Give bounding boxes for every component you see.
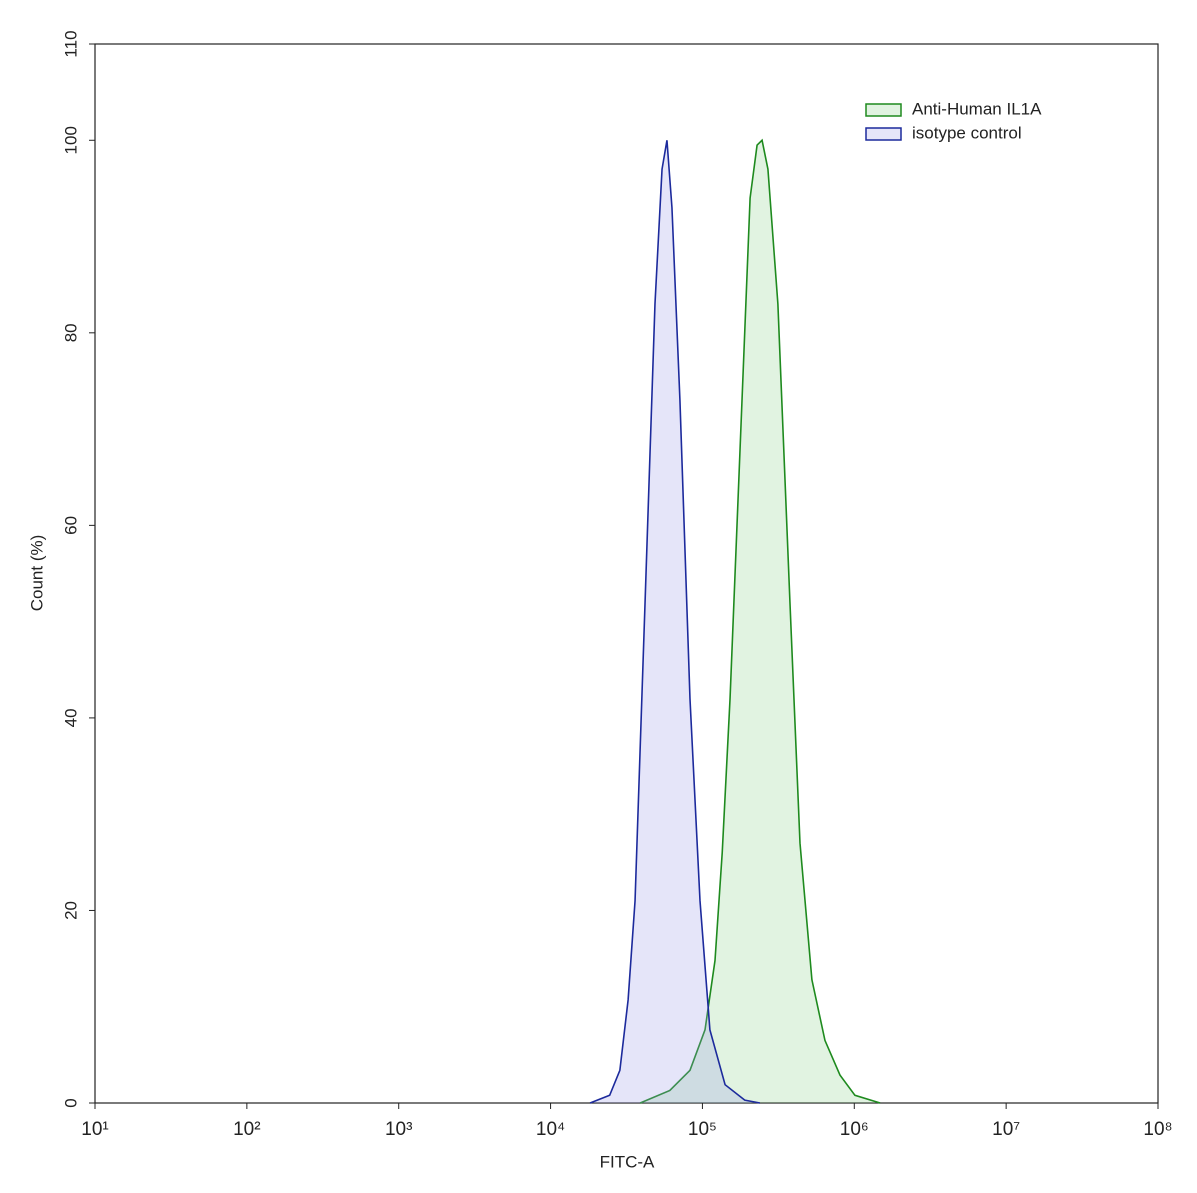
- legend-swatch: [865, 127, 902, 141]
- area-fill: [590, 140, 760, 1104]
- x-tick-label: 10³: [385, 1119, 412, 1140]
- legend-swatch: [865, 103, 902, 117]
- y-tick-label: 0: [61, 1098, 80, 1107]
- x-tick-label: 10⁵: [688, 1119, 717, 1140]
- y-tick-label: 100: [61, 126, 80, 154]
- x-axis-label: FITC-A: [600, 1152, 655, 1171]
- x-tick-label: 10⁷: [992, 1119, 1020, 1140]
- area-fill: [640, 140, 881, 1104]
- legend-label: Anti-Human IL1A: [912, 99, 1042, 118]
- series-line: [639, 138, 881, 1104]
- y-tick-label: 20: [61, 901, 80, 920]
- x-tick-label: 10⁶: [840, 1119, 869, 1140]
- y-axis-label: Count (%): [27, 535, 46, 612]
- x-tick-label: 10¹: [81, 1119, 108, 1140]
- legend-label: isotype control: [912, 123, 1022, 142]
- y-tick-label: 110: [61, 30, 80, 57]
- y-tick-label: 80: [61, 323, 80, 342]
- y-tick-label: 40: [61, 708, 80, 727]
- x-tick-label: 10²: [233, 1119, 260, 1140]
- series-line: [589, 140, 761, 1104]
- plot-frame: [94, 43, 1159, 1104]
- x-tick-label: 10⁸: [1143, 1119, 1172, 1140]
- y-tick-label: 60: [61, 516, 80, 535]
- x-tick-label: 10⁴: [536, 1119, 565, 1140]
